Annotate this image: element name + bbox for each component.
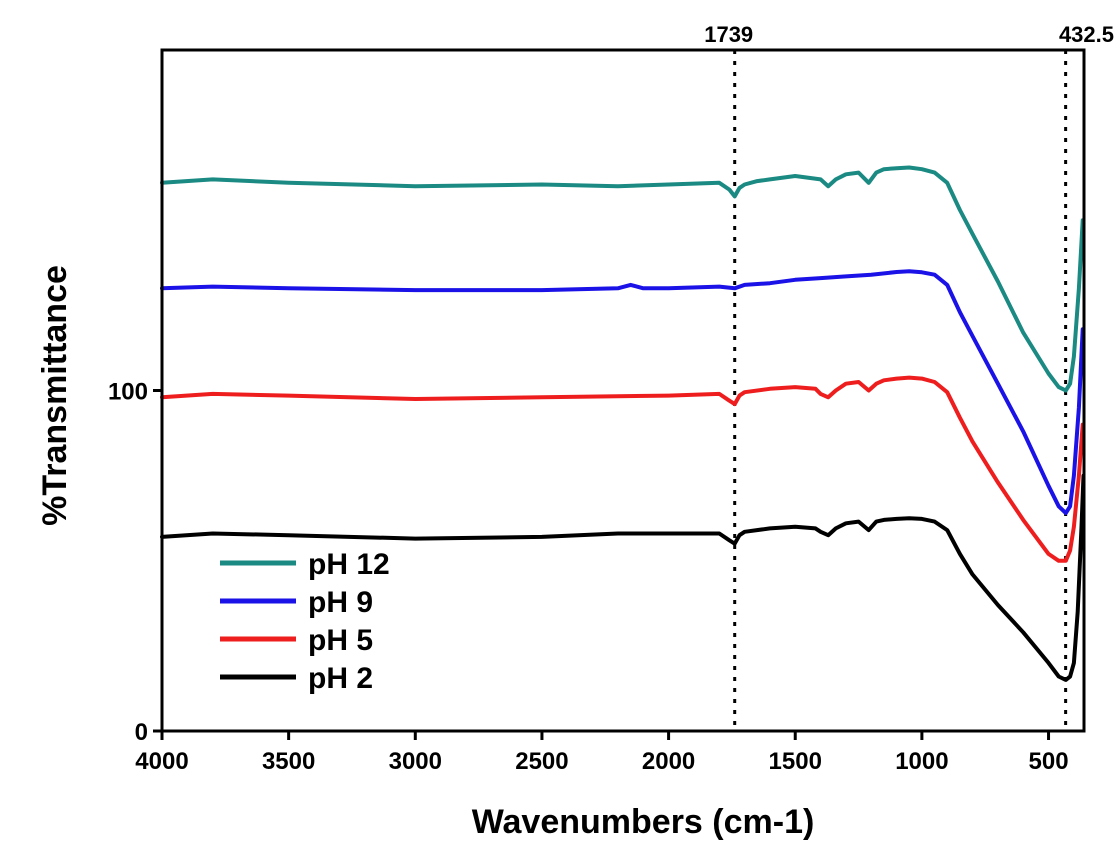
x-tick-label: 2000 xyxy=(642,748,695,775)
legend-label-ph-12: pH 12 xyxy=(308,548,390,581)
series-line-ph-9 xyxy=(160,269,1085,516)
y-axis-title: %Transmittance xyxy=(36,265,74,526)
x-axis-title: Wavenumbers (cm-1) xyxy=(472,803,815,841)
x-tick-label: 500 xyxy=(1029,748,1069,775)
x-tick-label: 3500 xyxy=(262,748,315,775)
legend-label-ph-5: pH 5 xyxy=(308,624,373,657)
x-tick-label: 1500 xyxy=(769,748,822,775)
annotation-layer: 1739 432.5 xyxy=(704,22,1114,731)
annotation-label-432.5: 432.5 xyxy=(1059,22,1114,47)
y-tick-label: 0 xyxy=(135,719,148,746)
x-tick-label: 4000 xyxy=(135,748,188,775)
y-tick-label: 100 xyxy=(108,379,148,406)
series-line-ph-12 xyxy=(160,165,1085,393)
series-line-ph-5 xyxy=(160,375,1085,563)
x-tick-label: 2500 xyxy=(515,748,568,775)
axes-layer: 4000 3500 3000 2500 2000 1500 1000 500 0 100 xyxy=(108,379,1069,776)
x-tick-label: 3000 xyxy=(389,748,442,775)
x-tick-label: 1000 xyxy=(895,748,948,775)
legend-label-ph-2: pH 2 xyxy=(308,662,373,695)
legend: pH 12 pH 9 pH 5 pH 2 xyxy=(220,548,390,695)
series-line-ph-2 xyxy=(160,473,1086,682)
legend-label-ph-9: pH 9 xyxy=(308,586,373,619)
annotation-label-1739: 1739 xyxy=(704,22,753,47)
series-layer xyxy=(160,165,1086,682)
